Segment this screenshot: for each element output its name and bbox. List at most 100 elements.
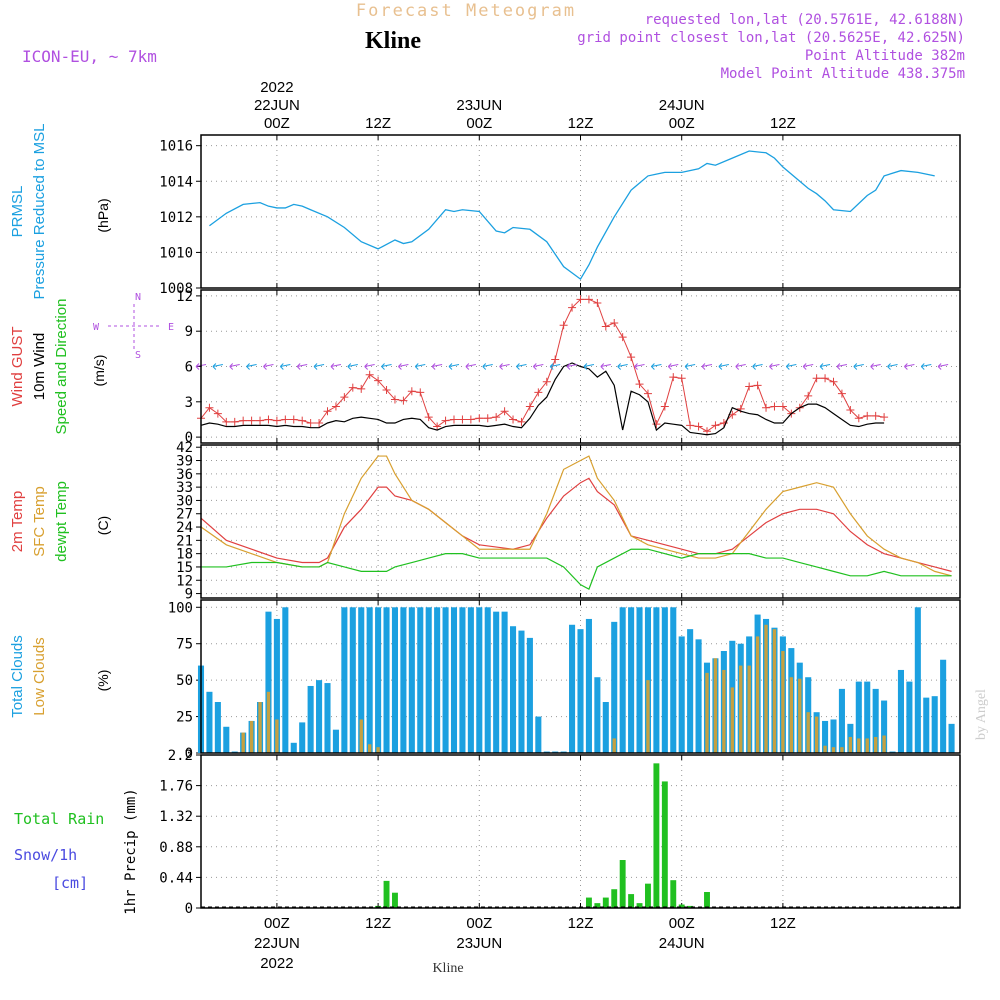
wind-frame: [200, 289, 961, 444]
wind-direction-arrow: [246, 363, 257, 370]
total-cloud-bar: [914, 607, 921, 753]
rain-bar: [392, 892, 398, 908]
low-cloud-bar: [241, 732, 245, 753]
total-cloud-bar: [881, 700, 888, 753]
low-cloud-bar: [747, 665, 751, 753]
wind-direction-arrow: [583, 363, 595, 370]
gust-point: [289, 415, 298, 424]
low-cloud-bar: [865, 738, 869, 753]
total-cloud-bar: [383, 607, 390, 753]
top-time-label: 12Z: [568, 115, 594, 132]
top-time-label: 23JUN: [456, 97, 502, 114]
total-cloud-bar: [349, 607, 356, 753]
temperature-y-tick-label: 9: [185, 587, 193, 603]
wind-direction-arrow: [296, 363, 308, 370]
wind-y-tick-label: 12: [176, 289, 193, 305]
gust-point: [433, 422, 442, 431]
wind-direction-arrow: [684, 363, 696, 370]
total-cloud-bar: [391, 607, 399, 753]
wind-direction-arrow: [499, 363, 510, 370]
low-cloud-bar: [359, 719, 363, 753]
rain-bar: [645, 883, 651, 908]
wind-direction-arrow: [465, 363, 476, 370]
pressure-line: [209, 150, 935, 281]
clouds-y-tick-label: 25: [176, 710, 193, 726]
temperature-y-tick-label: 18: [176, 547, 193, 563]
wind-direction-arrow: [364, 363, 375, 370]
clouds-y-tick-label: 75: [176, 637, 193, 653]
wind-direction-arrow: [853, 363, 864, 370]
low-cloud-bar: [781, 651, 785, 753]
temperature-frame: [200, 444, 961, 599]
bottom-time-label: 24JUN: [659, 935, 705, 952]
total-cloud-bar: [400, 607, 407, 753]
rain-bar: [585, 897, 592, 908]
total-cloud-bar: [509, 626, 517, 753]
gust-point: [517, 417, 526, 426]
rain-bar: [670, 880, 677, 908]
total-cloud-bar: [324, 683, 331, 753]
wind-y-tick-label: 0: [185, 430, 193, 446]
total-cloud-bar: [636, 607, 643, 753]
gust-point: [871, 411, 880, 420]
gust-point: [652, 420, 661, 429]
wind-direction-arrow: [532, 363, 544, 370]
low-cloud-bar: [612, 738, 616, 753]
clouds-label-0: Total Clouds: [9, 635, 26, 718]
gust-point: [205, 403, 214, 412]
pressure-y-tick-label: 1016: [159, 139, 193, 155]
wind-direction-arrow: [381, 363, 392, 370]
total-cloud-bar: [653, 607, 660, 753]
total-cloud-bar: [628, 607, 635, 753]
total-cloud-bar: [223, 726, 230, 753]
wind-direction-arrow: [651, 363, 662, 370]
precip-y-tick-label: 1.76: [159, 779, 193, 795]
gust-point: [568, 303, 577, 312]
wind-direction-arrow: [701, 363, 713, 370]
low-cloud-bar: [798, 678, 802, 753]
precip-y-tick-label: 1.32: [159, 809, 193, 825]
low-cloud-bar: [857, 738, 861, 753]
total-cloud-bar: [855, 681, 862, 753]
total-cloud-bar: [408, 607, 415, 753]
bottom-time-label: 23JUN: [456, 935, 502, 952]
top-time-label: 00Z: [669, 115, 695, 132]
pressure-y-tick-label: 1008: [159, 281, 193, 297]
gust-point: [239, 416, 248, 425]
wind-direction-arrow: [263, 363, 274, 370]
gust-point: [854, 414, 863, 423]
pressure-panel: [196, 134, 961, 289]
gust-point: [812, 374, 821, 383]
total-cloud-bar: [425, 607, 432, 753]
total-cloud-bar: [822, 720, 829, 753]
gust-point: [576, 295, 585, 304]
gust-point: [331, 402, 340, 411]
total-cloud-bar: [864, 681, 871, 753]
rain-bar: [628, 894, 635, 908]
wind10m-line: [200, 362, 885, 436]
top-time-label: 12Z: [365, 115, 391, 132]
gust-point: [677, 374, 686, 383]
total-cloud-bar: [611, 621, 618, 753]
footer-station: Kline: [432, 961, 463, 976]
wind-direction-arrow: [398, 363, 409, 370]
top-time-label: 00Z: [466, 115, 492, 132]
temperature-y-tick-label: 27: [176, 507, 193, 523]
top-time-label: 22JUN: [254, 97, 300, 114]
gust-point: [627, 353, 636, 362]
gust-point: [669, 373, 678, 382]
total-cloud-bar: [661, 607, 668, 753]
low-cloud-bar: [848, 736, 853, 753]
total-cloud-bar: [931, 696, 938, 753]
bottom-time-label: 2022: [260, 955, 293, 972]
rain-bar: [383, 880, 390, 908]
rain-bar: [611, 889, 618, 908]
grid-point-coords: grid point closest lon,lat (20.5625E, 42…: [577, 30, 965, 46]
temperature-label-1: SFC Temp: [31, 486, 48, 557]
gust-point: [846, 406, 855, 415]
low-cloud-bar: [713, 658, 718, 753]
clouds-y-tick-label: 0: [185, 746, 193, 762]
precip-panel: [196, 754, 961, 909]
low-cloud-bar: [882, 735, 886, 753]
compass-north: N: [135, 292, 141, 303]
